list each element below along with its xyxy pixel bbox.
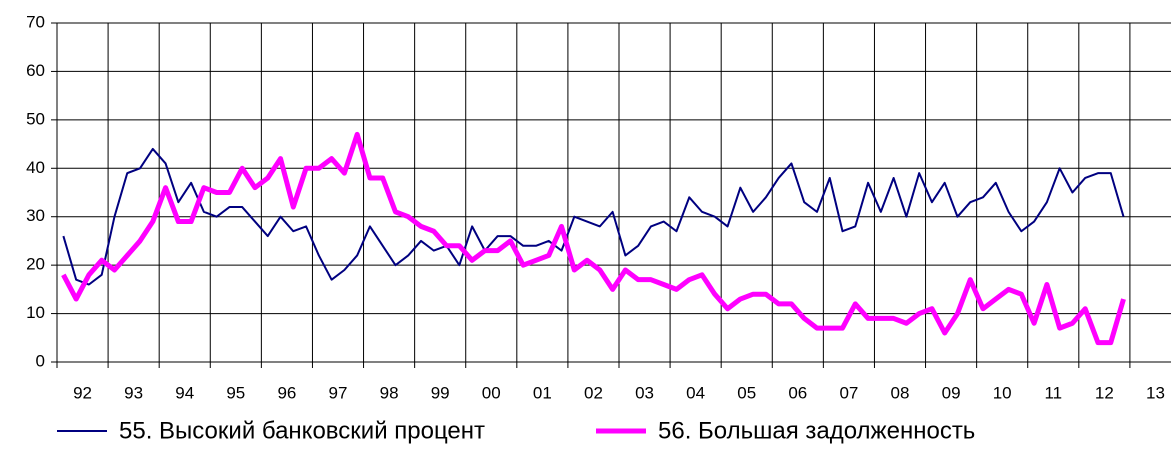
y-tick-label: 40 (26, 158, 45, 177)
y-tick-label: 50 (26, 109, 45, 128)
y-tick-label: 10 (26, 303, 45, 322)
legend-label: 56. Большая задолженность (658, 417, 975, 444)
legend-label: 55. Высокий банковский процент (119, 417, 485, 444)
x-tick-label: 09 (942, 383, 961, 402)
y-tick-label: 0 (36, 351, 45, 370)
x-tick-label: 13 (1146, 383, 1165, 402)
x-tick-label: 92 (73, 383, 92, 402)
x-tick-label: 02 (584, 383, 603, 402)
x-tick-label: 07 (839, 383, 858, 402)
x-tick-label: 05 (737, 383, 756, 402)
x-tick-label: 99 (431, 383, 450, 402)
x-tick-label: 08 (891, 383, 910, 402)
x-tick-label: 94 (175, 383, 194, 402)
x-tick-label: 95 (226, 383, 245, 402)
y-tick-label: 30 (26, 206, 45, 225)
x-tick-label: 10 (993, 383, 1012, 402)
series-line (62, 147, 1125, 286)
x-tick-label: 04 (686, 383, 705, 402)
x-tick-label: 98 (380, 383, 399, 402)
x-tick-label: 03 (635, 383, 654, 402)
x-tick-label: 93 (124, 383, 143, 402)
x-tick-label: 96 (277, 383, 296, 402)
x-tick-label: 97 (329, 383, 348, 402)
x-tick-label: 01 (533, 383, 552, 402)
y-tick-label: 20 (26, 255, 45, 274)
x-tick-label: 00 (482, 383, 501, 402)
x-tick-label: 11 (1044, 383, 1062, 402)
y-tick-label: 70 (26, 12, 45, 31)
y-tick-label: 60 (26, 61, 45, 80)
x-tick-label: 06 (788, 383, 807, 402)
series-line (61, 131, 1126, 346)
x-tick-label: 12 (1095, 383, 1114, 402)
